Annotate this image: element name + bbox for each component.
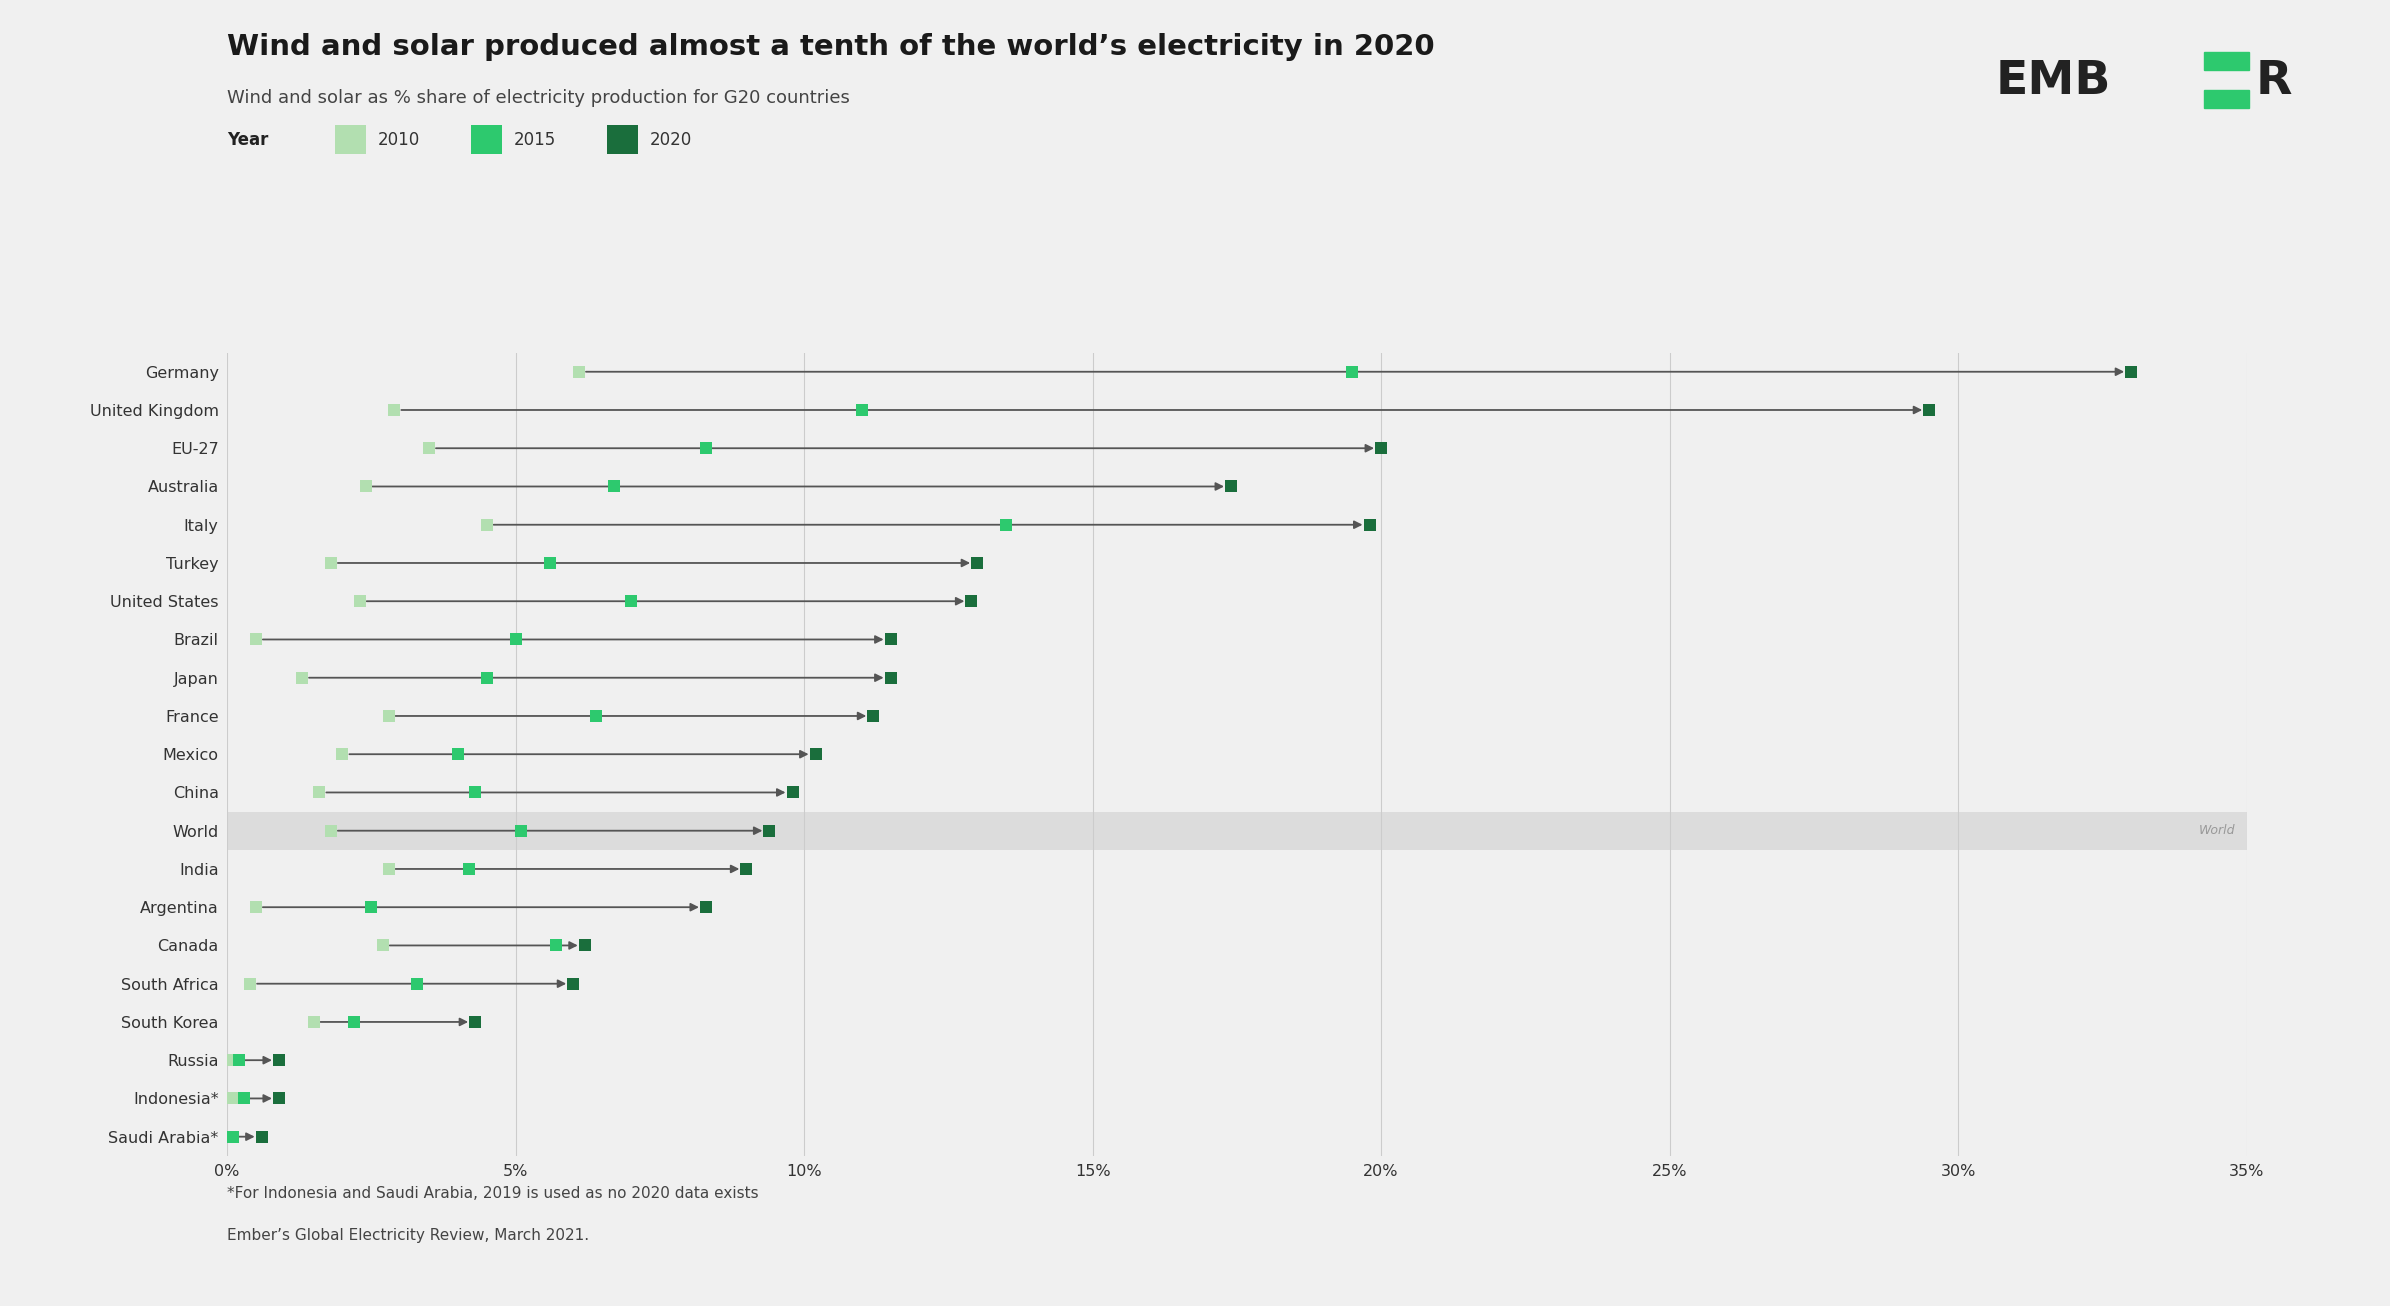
- Bar: [227, 811, 2247, 850]
- Text: World: World: [2199, 824, 2235, 837]
- Text: Wind and solar as % share of electricity production for G20 countries: Wind and solar as % share of electricity…: [227, 89, 851, 107]
- Text: 2015: 2015: [514, 131, 557, 149]
- Bar: [2204, 52, 2249, 71]
- Text: R: R: [2256, 59, 2292, 104]
- Text: Year: Year: [227, 131, 268, 149]
- Text: 2020: 2020: [650, 131, 693, 149]
- Text: Ember’s Global Electricity Review, March 2021.: Ember’s Global Electricity Review, March…: [227, 1228, 590, 1242]
- Text: Wind and solar produced almost a tenth of the world’s electricity in 2020: Wind and solar produced almost a tenth o…: [227, 33, 1434, 60]
- Text: EMB: EMB: [1996, 59, 2110, 104]
- Bar: [2204, 90, 2249, 107]
- Text: *For Indonesia and Saudi Arabia, 2019 is used as no 2020 data exists: *For Indonesia and Saudi Arabia, 2019 is…: [227, 1186, 758, 1200]
- Text: 2010: 2010: [378, 131, 421, 149]
